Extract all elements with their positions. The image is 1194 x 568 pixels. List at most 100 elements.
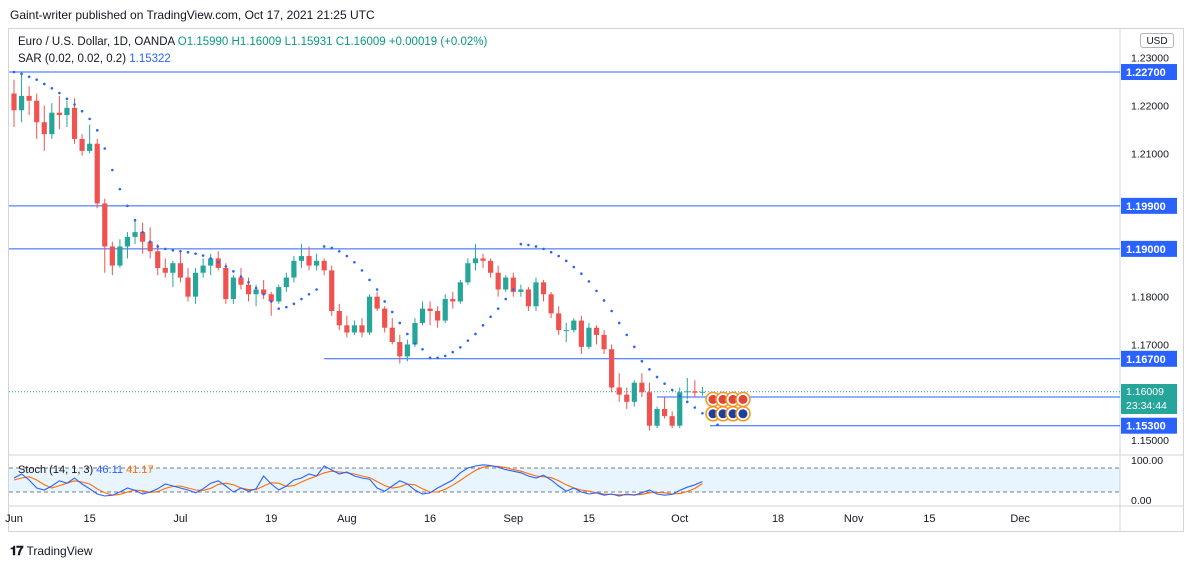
sar-dot bbox=[564, 259, 568, 263]
sar-dot bbox=[466, 339, 470, 342]
candle-body bbox=[639, 382, 645, 393]
candle-body bbox=[79, 138, 85, 151]
candle-body bbox=[117, 246, 123, 266]
sar-dot bbox=[300, 297, 303, 301]
eu-flag-event-icon bbox=[708, 409, 718, 419]
candle-body bbox=[540, 282, 547, 295]
candle-body bbox=[624, 394, 630, 402]
sar-dot bbox=[670, 388, 674, 392]
sar-dot bbox=[511, 288, 515, 291]
candle-body bbox=[472, 258, 479, 264]
candle-body bbox=[11, 93, 17, 111]
sar-dot bbox=[330, 246, 334, 250]
sar-dot bbox=[716, 423, 719, 427]
level-price-label: 1.15300 bbox=[1126, 421, 1166, 433]
sar-dot bbox=[413, 342, 417, 345]
price-tick-label: 1.15000 bbox=[1131, 435, 1169, 447]
sar-dot bbox=[549, 250, 553, 254]
eu-flag-event-icon bbox=[728, 409, 738, 419]
candle-body bbox=[427, 308, 433, 312]
footer-brand[interactable]: 𝟏𝟕 TradingView bbox=[10, 543, 93, 559]
candle-body bbox=[329, 270, 335, 312]
candle-body bbox=[245, 284, 252, 295]
sar-dot bbox=[216, 260, 220, 264]
sar-dot bbox=[390, 310, 394, 314]
sar-dot bbox=[65, 97, 69, 101]
sar-dot bbox=[95, 129, 99, 132]
sar-dot bbox=[496, 307, 500, 310]
sar-dot bbox=[678, 394, 682, 398]
candle-body bbox=[170, 263, 176, 273]
candle-body bbox=[435, 311, 441, 321]
time-tick-label: Dec bbox=[1010, 513, 1030, 525]
sar-dot bbox=[35, 78, 38, 81]
candle-body bbox=[525, 289, 532, 307]
sar-value: 1.15322 bbox=[129, 53, 171, 65]
candle-body bbox=[253, 289, 259, 295]
candle-body bbox=[185, 277, 191, 297]
candle-body bbox=[601, 334, 607, 350]
legend-symbol: Euro / U.S. Dollar, 1D, OANDA bbox=[18, 36, 175, 48]
stoch-k-line bbox=[13, 464, 703, 497]
sar-dot bbox=[685, 400, 689, 404]
sar-dot bbox=[436, 356, 439, 360]
time-tick-label: 15 bbox=[583, 513, 595, 525]
time-tick-label: Sep bbox=[504, 513, 524, 525]
candle-body bbox=[147, 241, 153, 252]
candle-body bbox=[238, 277, 244, 285]
sar-dot bbox=[58, 91, 61, 95]
candle-body bbox=[609, 349, 615, 388]
sar-dot bbox=[693, 406, 697, 409]
sar-dot bbox=[572, 265, 576, 269]
sar-dot bbox=[360, 269, 364, 272]
sar-dot bbox=[12, 70, 16, 74]
sar-dot bbox=[103, 147, 107, 150]
time-tick-label: 19 bbox=[265, 513, 277, 525]
sar-dot bbox=[481, 324, 485, 327]
sar-dot bbox=[164, 247, 167, 251]
candle-body bbox=[684, 391, 690, 393]
sar-dot bbox=[209, 257, 212, 260]
candle-body bbox=[661, 408, 668, 417]
candle-body bbox=[495, 272, 501, 290]
sar-dot bbox=[247, 281, 250, 284]
current-price: 1.16009 bbox=[1126, 385, 1164, 398]
candle-body bbox=[389, 327, 395, 343]
candle-body bbox=[87, 143, 93, 151]
sar-dot bbox=[118, 187, 122, 191]
sar-dot bbox=[527, 243, 530, 247]
sar-dot bbox=[88, 117, 91, 121]
sar-dot bbox=[148, 240, 152, 243]
currency-button[interactable]: USD bbox=[1140, 33, 1174, 48]
candle-body bbox=[132, 232, 138, 237]
candle-body bbox=[109, 246, 115, 266]
candle-body bbox=[503, 277, 509, 290]
sar-dot bbox=[27, 75, 31, 79]
candle-body bbox=[412, 322, 418, 345]
eu-flag-event-icon bbox=[718, 409, 728, 419]
candle-body bbox=[351, 325, 358, 333]
sar-dot bbox=[126, 204, 129, 208]
candle-body bbox=[397, 342, 403, 357]
candle-body bbox=[457, 282, 463, 302]
candle-body bbox=[593, 327, 600, 335]
sar-dot bbox=[640, 359, 644, 363]
candle-body bbox=[344, 325, 350, 333]
level-price-tag bbox=[1121, 240, 1177, 257]
candle-body bbox=[94, 143, 100, 204]
sar-dot bbox=[421, 347, 424, 351]
candle-body bbox=[200, 265, 206, 273]
candle-body bbox=[291, 260, 297, 278]
level-price-label: 1.19900 bbox=[1126, 201, 1166, 213]
candle-body bbox=[677, 392, 683, 426]
sar-dot bbox=[269, 300, 273, 303]
candle-body bbox=[56, 112, 62, 116]
legend-main: Euro / U.S. Dollar, 1D, OANDA O1.15990 H… bbox=[18, 36, 487, 48]
candle-body bbox=[699, 391, 706, 393]
sar-dot bbox=[254, 286, 258, 290]
candle-body bbox=[404, 344, 410, 357]
sar-dot bbox=[42, 82, 46, 86]
sar-dot bbox=[368, 278, 371, 282]
time-tick-label: 16 bbox=[424, 513, 436, 525]
